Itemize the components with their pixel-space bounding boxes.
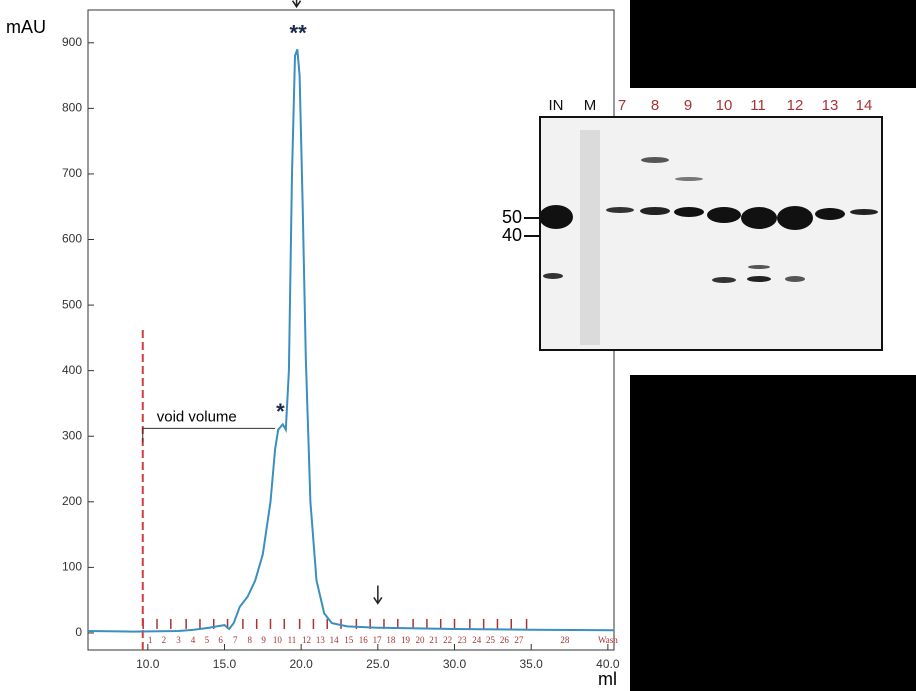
lane-label: 7 [618,97,626,114]
y-axis-label: mAU [6,17,46,37]
fraction-label: 7 [233,635,238,645]
x-tick-label: 30.0 [443,657,467,671]
fraction-label: 1 [148,635,153,645]
arrow [291,0,302,9]
chromatogram-line [87,48,615,633]
band [777,206,813,230]
band [748,265,770,269]
annotation: * [276,399,285,424]
y-tick-label: 900 [62,35,82,49]
void-volume-label: void volume [157,408,237,425]
y-tick-label: 700 [62,166,82,180]
x-tick-label: 25.0 [366,657,390,671]
band [606,207,634,213]
fraction-label: 2 [162,635,167,645]
x-axis-label: ml [598,669,617,689]
fraction-label: 12 [302,635,311,645]
x-tick-label: 10.0 [136,657,160,671]
y-tick-label: 400 [62,363,82,377]
x-tick-label: 20.0 [289,657,313,671]
lane-label: IN [549,97,564,114]
lane-label: 13 [822,97,839,114]
fraction-label: 17 [373,635,383,645]
fraction-label: 25 [486,635,496,645]
lane-label: 12 [787,97,804,114]
x-tick-label: 35.0 [520,657,544,671]
y-tick-label: 600 [62,232,82,246]
fraction-label: 3 [176,635,181,645]
y-tick-label: 200 [62,494,82,508]
fraction-label: 16 [359,635,369,645]
x-tick-label: 40.0 [596,657,620,671]
lane-label: 9 [684,97,692,114]
arrow [373,585,383,605]
fraction-label: 18 [386,635,396,645]
ladder [580,130,600,345]
fraction-label: 24 [472,635,482,645]
y-tick-label: 0 [75,625,82,639]
fraction-label: 5 [205,635,210,645]
fraction-label: 10 [273,635,283,645]
fraction-label: 4 [191,635,196,645]
void-volume-leader [142,427,276,443]
band [539,205,573,229]
fraction-label: 19 [401,635,411,645]
fraction-label: 28 [560,635,570,645]
band [674,207,704,217]
annotation: ** [290,21,308,46]
band [675,177,703,181]
gel [539,116,883,351]
fraction-label: 26 [500,635,510,645]
lane-label: M [584,97,597,114]
fraction-label: 6 [218,635,223,645]
fraction-label: 9 [261,635,266,645]
lane-label: 11 [750,97,766,114]
band [712,277,736,283]
lane-label: 10 [716,97,733,114]
fraction-label: Wash [598,635,618,645]
fraction-label: 23 [458,635,468,645]
band [815,208,845,220]
band [640,207,670,215]
fraction-label: 11 [288,635,297,645]
x-tick-label: 15.0 [213,657,237,671]
band [747,276,771,282]
band [850,209,878,215]
fraction-label: 20 [416,635,426,645]
lane-label: 14 [856,97,873,114]
fraction-label: 22 [443,635,452,645]
band [543,273,563,279]
marker-label: 40 [502,225,522,245]
band [741,207,777,229]
chart-panel [0,0,630,691]
fraction-label: 8 [248,635,253,645]
fraction-label: 27 [514,635,524,645]
fraction-label: 21 [429,635,438,645]
fraction-label: 15 [344,635,354,645]
y-tick-label: 300 [62,428,82,442]
fraction-label: 13 [316,635,326,645]
lane-label: 8 [651,97,659,114]
band [785,276,805,282]
band [641,157,669,163]
marker-label: 50 [502,207,522,227]
y-tick-label: 500 [62,297,82,311]
y-tick-label: 800 [62,101,82,115]
band [707,207,741,223]
y-tick-label: 100 [62,560,82,574]
fraction-label: 14 [330,635,340,645]
